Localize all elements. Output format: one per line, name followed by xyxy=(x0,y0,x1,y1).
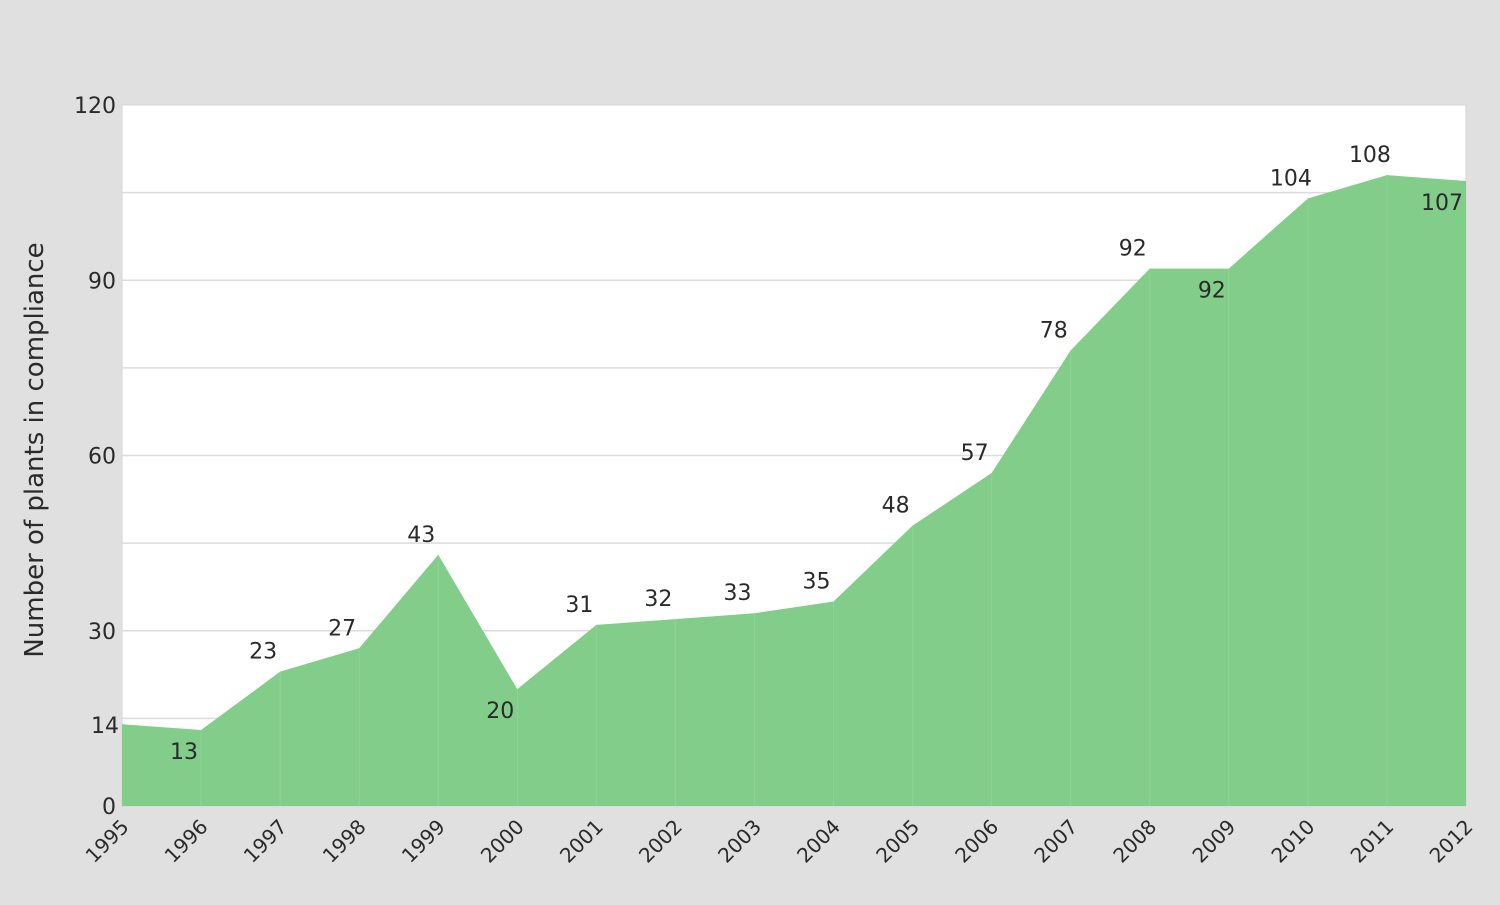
data-label: 92 xyxy=(1198,279,1226,304)
data-label: 27 xyxy=(328,616,356,641)
x-tick-label: 2006 xyxy=(950,815,1003,868)
x-tick-label: 1997 xyxy=(239,815,292,868)
data-label: 33 xyxy=(723,581,751,606)
data-label: 35 xyxy=(803,570,831,595)
x-tick-label: 2002 xyxy=(634,815,687,868)
data-label: 107 xyxy=(1421,191,1463,216)
x-tick-label: 2011 xyxy=(1346,815,1399,868)
data-label: 104 xyxy=(1270,166,1312,191)
x-tick-label: 2003 xyxy=(713,815,766,868)
x-tick-label: 2001 xyxy=(555,815,608,868)
x-tick-label: 1998 xyxy=(318,815,371,868)
x-tick-label: 2000 xyxy=(476,815,529,868)
data-label: 48 xyxy=(882,494,910,519)
data-label: 32 xyxy=(644,587,672,612)
y-tick-label: 120 xyxy=(74,94,116,119)
x-tick-label: 2004 xyxy=(792,815,845,868)
data-label: 108 xyxy=(1349,143,1391,168)
y-tick-label: 0 xyxy=(102,795,116,820)
y-tick-label: 90 xyxy=(88,269,116,294)
data-label: 92 xyxy=(1119,237,1147,262)
x-tick-label: 1996 xyxy=(160,815,213,868)
x-tick-label: 1999 xyxy=(397,815,450,868)
data-label: 13 xyxy=(170,740,198,765)
data-label: 14 xyxy=(91,714,119,739)
x-tick-label: 2007 xyxy=(1029,815,1082,868)
x-tick-label: 2005 xyxy=(871,815,924,868)
data-label: 43 xyxy=(407,523,435,548)
data-label: 23 xyxy=(249,640,277,665)
data-label: 57 xyxy=(961,441,989,466)
area-series xyxy=(122,175,1466,807)
x-tick-label: 2010 xyxy=(1266,815,1319,868)
y-tick-label: 60 xyxy=(88,445,116,470)
x-tick-label: 2008 xyxy=(1108,815,1161,868)
data-label: 78 xyxy=(1040,318,1068,343)
data-label: 20 xyxy=(486,699,514,724)
data-label: 31 xyxy=(565,593,593,618)
y-tick-label: 30 xyxy=(88,620,116,645)
x-tick-label: 2009 xyxy=(1187,815,1240,868)
x-tick-label: 2012 xyxy=(1425,815,1478,868)
x-tick-label: 1995 xyxy=(81,815,134,868)
y-axis-label: Number of plants in compliance xyxy=(20,242,50,657)
